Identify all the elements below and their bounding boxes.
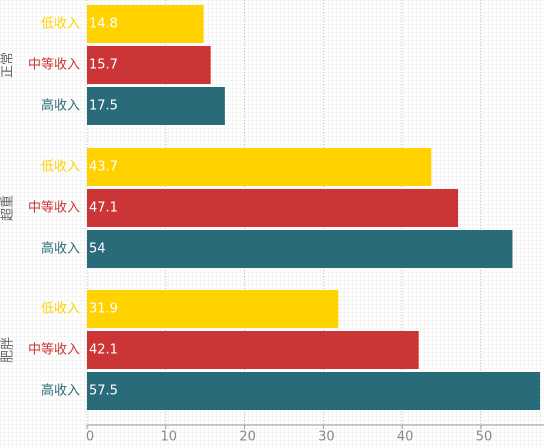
x-tick-label: 30 bbox=[318, 430, 335, 445]
value-label: 31.9 bbox=[89, 302, 118, 317]
bar bbox=[87, 331, 419, 369]
bar-category-label: 中等收入 bbox=[28, 200, 80, 216]
x-tick-label: 10 bbox=[161, 430, 178, 445]
value-label: 17.5 bbox=[89, 99, 118, 114]
bar bbox=[87, 148, 432, 186]
value-label: 54 bbox=[89, 242, 106, 257]
bar bbox=[87, 46, 211, 84]
bar-category-label: 低收入 bbox=[41, 302, 80, 317]
value-label: 47.1 bbox=[89, 201, 118, 216]
x-tick-label: 40 bbox=[397, 430, 414, 445]
x-tick-label: 20 bbox=[239, 430, 256, 445]
bar bbox=[87, 372, 541, 410]
bar-category-label: 低收入 bbox=[41, 160, 80, 175]
bar-category-label: 高收入 bbox=[41, 98, 80, 114]
value-label: 14.8 bbox=[89, 17, 118, 32]
group-label: 肥胖 bbox=[1, 337, 16, 363]
x-tick-label: 50 bbox=[476, 430, 493, 445]
bar bbox=[87, 5, 204, 43]
value-label: 43.7 bbox=[89, 160, 118, 175]
bar-category-label: 中等收入 bbox=[28, 57, 80, 73]
bar bbox=[87, 230, 513, 268]
value-label: 57.5 bbox=[89, 384, 118, 399]
x-tick-label: 0 bbox=[86, 430, 94, 445]
bar bbox=[87, 290, 339, 328]
bar-category-label: 高收入 bbox=[41, 383, 80, 399]
group-label: 正常 bbox=[1, 52, 16, 78]
bar bbox=[87, 87, 225, 125]
bar-category-label: 中等收入 bbox=[28, 342, 80, 358]
bar-category-label: 低收入 bbox=[41, 17, 80, 32]
bar-category-label: 高收入 bbox=[41, 241, 80, 257]
value-label: 42.1 bbox=[89, 343, 118, 358]
bar bbox=[87, 189, 459, 227]
group-label: 超重 bbox=[0, 195, 16, 221]
value-label: 15.7 bbox=[89, 58, 118, 73]
